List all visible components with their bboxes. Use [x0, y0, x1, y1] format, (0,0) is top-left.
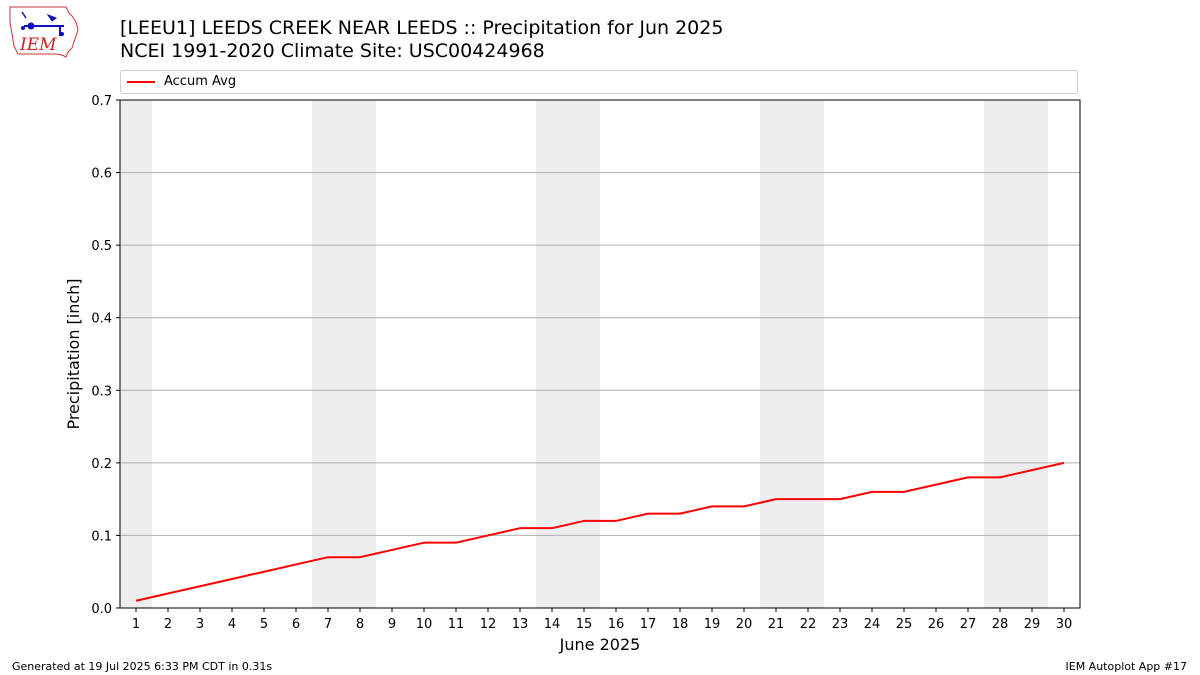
- weekend-band-day-21: [760, 100, 792, 608]
- x-tick-label-11: 11: [448, 617, 465, 632]
- legend-label-accum-avg: Accum Avg: [164, 74, 237, 89]
- x-tick-label-29: 29: [1024, 617, 1041, 632]
- weekend-band-day-15: [568, 100, 600, 608]
- x-tick-label-6: 6: [292, 617, 300, 632]
- y-tick-label-6: 0.6: [91, 167, 112, 182]
- x-tick-label-23: 23: [832, 617, 849, 632]
- chart-title: [LEEU1] LEEDS CREEK NEAR LEEDS :: Precip…: [120, 17, 723, 63]
- y-axis-ticks: 0.0 0.1 0.2 0.3 0.4 0.5 0.6 0.7: [91, 94, 120, 617]
- chart-legend: Accum Avg: [120, 70, 1078, 94]
- x-tick-label-25: 25: [896, 617, 913, 632]
- weekend-band-day-28: [984, 100, 1016, 608]
- x-axis-ticks: 1 2 3 4 5 6 7 8 9 10 11 12 13 14 15 16 17 18 19 20 21 22 23 24 2…: [132, 608, 1072, 632]
- y-tick-label-4: 0.4: [91, 312, 112, 327]
- y-tick-label-5: 0.5: [91, 239, 112, 254]
- x-tick-label-28: 28: [992, 617, 1009, 632]
- x-tick-label-14: 14: [544, 617, 561, 632]
- y-tick-label-2: 0.2: [91, 457, 112, 472]
- iowa-state-outline: [9, 6, 79, 58]
- y-axis-label: Precipitation [inch]: [64, 278, 83, 429]
- x-tick-label-12: 12: [480, 617, 497, 632]
- logo-text: IEM: [19, 35, 57, 55]
- x-tick-label-21: 21: [768, 617, 785, 632]
- x-tick-label-17: 17: [640, 617, 657, 632]
- x-tick-label-22: 22: [800, 617, 817, 632]
- x-tick-label-9: 9: [388, 617, 396, 632]
- x-tick-label-16: 16: [608, 617, 625, 632]
- iem-logo: IEM: [9, 6, 79, 58]
- x-tick-label-15: 15: [576, 617, 593, 632]
- weather-station-icon: [21, 11, 64, 36]
- weekend-band-day-7: [312, 100, 344, 608]
- x-tick-label-26: 26: [928, 617, 945, 632]
- series-layer: [135, 461, 1065, 602]
- weekend-bands: [120, 100, 1048, 608]
- x-tick-label-27: 27: [960, 617, 977, 632]
- weekend-band-day-14: [536, 100, 568, 608]
- x-tick-label-13: 13: [512, 617, 529, 632]
- title-line-2: NCEI 1991-2020 Climate Site: USC00424968: [120, 40, 545, 62]
- x-tick-label-24: 24: [864, 617, 881, 632]
- y-tick-label-7: 0.7: [91, 94, 112, 109]
- weekend-band-day-22: [792, 100, 824, 608]
- autoplot-app-label: IEM Autoplot App #17: [1065, 660, 1188, 673]
- title-line-1: [LEEU1] LEEDS CREEK NEAR LEEDS :: Precip…: [120, 17, 724, 39]
- generated-timestamp: Generated at 19 Jul 2025 6:33 PM CDT in …: [12, 660, 273, 673]
- y-tick-label-0: 0.0: [91, 602, 112, 617]
- x-tick-label-3: 3: [196, 617, 204, 632]
- x-tick-label-1: 1: [132, 617, 140, 632]
- x-tick-label-5: 5: [260, 617, 268, 632]
- x-axis-label: June 2025: [559, 635, 641, 654]
- x-tick-label-18: 18: [672, 617, 689, 632]
- x-tick-label-7: 7: [324, 617, 332, 632]
- series-line-0: [135, 461, 1065, 602]
- weekend-band-day-1: [120, 100, 152, 608]
- x-tick-label-19: 19: [704, 617, 721, 632]
- x-tick-label-20: 20: [736, 617, 753, 632]
- x-tick-label-30: 30: [1056, 617, 1073, 632]
- x-tick-label-10: 10: [416, 617, 433, 632]
- y-grid: [120, 172, 1080, 536]
- y-tick-label-1: 0.1: [91, 529, 112, 544]
- x-tick-label-4: 4: [228, 617, 236, 632]
- legend-swatch-accum-avg: [127, 81, 155, 83]
- weekend-band-day-8: [344, 100, 376, 608]
- weekend-band-day-29: [1016, 100, 1048, 608]
- x-tick-label-8: 8: [356, 617, 364, 632]
- x-tick-label-2: 2: [164, 617, 172, 632]
- plot-frame: [119, 99, 1081, 609]
- y-tick-label-3: 0.3: [91, 384, 112, 399]
